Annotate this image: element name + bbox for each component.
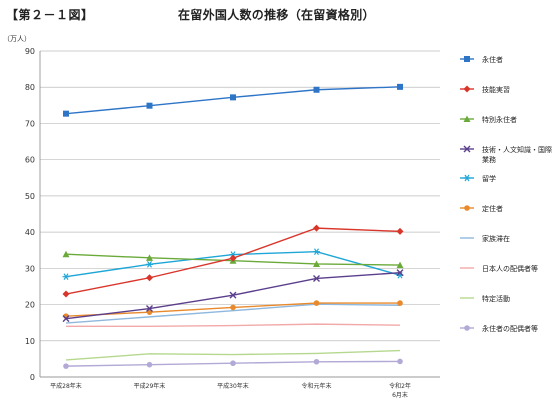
legend-label: 特別永住者 <box>482 115 517 124</box>
y-tick-label: 0 <box>30 373 35 382</box>
legend-label: 定住者 <box>482 204 503 213</box>
legend-label: 業務 <box>482 155 496 164</box>
data-point <box>229 254 237 262</box>
legend-item: 特別永住者 <box>460 115 517 124</box>
series-line <box>66 323 401 327</box>
legend-label: 永住者の配偶者等 <box>482 324 538 333</box>
y-tick-label: 60 <box>25 156 35 165</box>
data-point <box>62 250 70 258</box>
data-point <box>397 300 403 306</box>
x-tick-label: 平成28年末 <box>50 382 82 390</box>
legend-item: 定住者 <box>460 204 503 213</box>
y-tick-label: 10 <box>25 337 35 346</box>
data-point <box>313 224 320 232</box>
legend-marker <box>463 85 471 93</box>
y-axis-unit-label: （万人） <box>3 35 31 43</box>
y-tick-label: 90 <box>25 47 35 56</box>
series-6 <box>63 300 403 319</box>
data-point <box>313 248 320 256</box>
data-point <box>313 274 320 282</box>
data-point <box>146 361 153 368</box>
y-tick-label: 50 <box>25 192 35 201</box>
legend-marker <box>463 115 471 122</box>
data-point <box>63 110 69 117</box>
data-point <box>62 315 70 323</box>
data-point <box>313 260 320 267</box>
legend-label: 留学 <box>482 174 496 183</box>
data-point <box>62 273 70 280</box>
data-point <box>63 363 69 369</box>
y-tick-label: 80 <box>25 83 35 92</box>
legend-label: 日本人の配偶者等 <box>482 264 538 273</box>
y-tick-label: 20 <box>25 301 35 310</box>
data-point <box>230 360 236 367</box>
legend-marker <box>464 56 470 62</box>
data-point <box>146 254 153 261</box>
figure-label: 【第２－１図】 <box>6 8 94 22</box>
data-point <box>146 261 153 268</box>
data-point <box>230 94 236 101</box>
x-tick-label: 平成29年末 <box>134 382 166 390</box>
legend-label: 技術・人文知識・国際 <box>482 145 552 154</box>
series-line <box>65 349 401 361</box>
legend-item: 技能実習 <box>460 85 510 94</box>
legend-marker <box>463 174 471 182</box>
data-point <box>397 83 403 90</box>
data-point <box>396 269 404 277</box>
legend-label: 永住者 <box>482 55 503 64</box>
legend-marker <box>464 325 470 331</box>
y-tick-label: 70 <box>25 119 35 128</box>
x-tick-label-line2: 6月末 <box>392 391 408 399</box>
legend-item: 永住者 <box>460 55 503 64</box>
legend-item: 日本人の配偶者等 <box>460 264 538 273</box>
legend-label: 技能実習 <box>482 85 510 94</box>
series-9 <box>65 349 401 361</box>
data-point <box>313 86 320 93</box>
x-tick-label: 平成30年末 <box>217 382 249 390</box>
data-point <box>313 358 320 365</box>
data-point <box>146 102 153 109</box>
legend-item: 永住者の配偶者等 <box>460 324 538 333</box>
data-point <box>229 291 237 299</box>
legend-item: 特定活動 <box>460 294 510 303</box>
data-point <box>313 300 320 306</box>
data-point <box>396 261 404 269</box>
legend-label: 家族滞在 <box>482 234 510 243</box>
data-point <box>397 358 403 365</box>
series-line <box>65 303 401 324</box>
data-point <box>62 290 70 298</box>
series-4 <box>62 269 404 323</box>
data-point <box>146 305 153 313</box>
series-8 <box>66 323 401 327</box>
y-tick-label: 30 <box>25 264 35 273</box>
legend-item: 留学 <box>460 174 496 183</box>
x-tick-label: 令和元年末 <box>301 382 331 390</box>
legend-marker <box>463 145 471 153</box>
x-tick-label: 令和2年 <box>389 382 411 390</box>
series-7 <box>65 303 401 324</box>
series-1 <box>63 83 403 117</box>
data-point <box>230 304 236 311</box>
data-point <box>146 274 153 282</box>
y-tick-label: 40 <box>25 228 35 237</box>
chart-title: 在留外国人数の推移（在留資格別） <box>178 8 375 22</box>
data-point <box>396 227 404 235</box>
series-10 <box>63 358 403 369</box>
legend-item: 家族滞在 <box>460 234 510 243</box>
series-2 <box>62 224 404 298</box>
legend-label: 特定活動 <box>482 294 510 303</box>
legend-marker <box>464 205 470 211</box>
